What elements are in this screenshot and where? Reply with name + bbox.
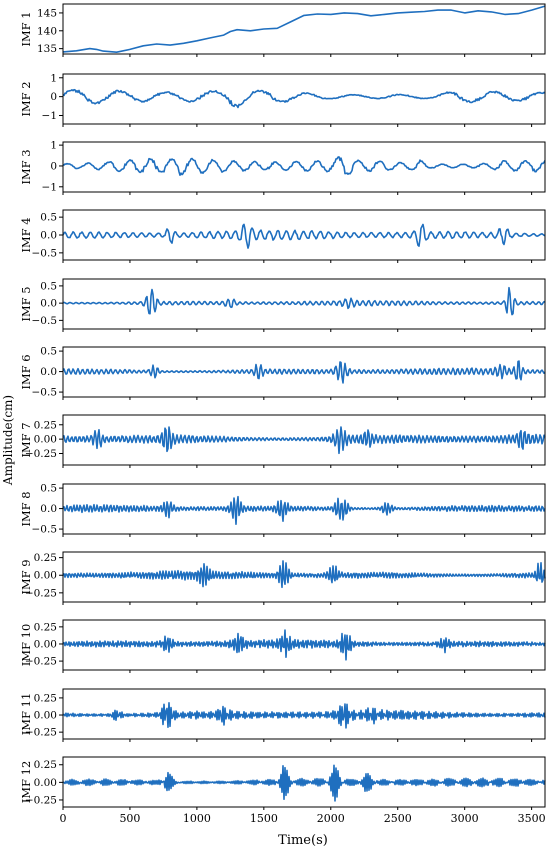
y-tick-label: 0.25 xyxy=(34,419,57,431)
panel-label: IMF 3 xyxy=(19,149,33,184)
panel-frame xyxy=(62,414,546,466)
y-tick-label: 0.00 xyxy=(34,638,57,650)
imf-series-1 xyxy=(62,5,546,53)
x-tick-label: 0 xyxy=(60,812,67,825)
y-tick-label: −1 xyxy=(42,110,57,122)
x-tick-label: 2000 xyxy=(317,812,345,825)
x-axis-label: Time(s) xyxy=(278,833,328,848)
x-tick-label: 1500 xyxy=(250,812,278,825)
y-tick-label: −0.5 xyxy=(32,315,58,327)
imf-series-12 xyxy=(63,764,546,802)
panel-label: IMF 6 xyxy=(19,354,33,389)
y-tick-label: 0.0 xyxy=(40,503,57,515)
panel-label: IMF 1 xyxy=(19,11,33,46)
imf-series-4 xyxy=(62,223,546,249)
imf-series-5 xyxy=(62,286,546,316)
y-tick-label: 0 xyxy=(50,91,57,103)
y-tick-label: −0.25 xyxy=(25,727,57,739)
y-tick-label: −0.25 xyxy=(25,587,57,599)
y-tick-label: −0.5 xyxy=(32,387,58,399)
imf-series-10 xyxy=(62,629,546,661)
y-tick-label: 0.5 xyxy=(40,212,57,224)
panel-label: IMF 2 xyxy=(19,81,33,116)
y-tick-label: −0.25 xyxy=(25,794,57,806)
y-tick-label: −0.25 xyxy=(25,448,57,460)
y-tick-label: 0 xyxy=(50,160,57,172)
imf-series-2 xyxy=(62,88,546,109)
panel-frame xyxy=(62,141,546,193)
y-tick-label: 0.0 xyxy=(40,230,57,242)
y-tick-label: −1 xyxy=(42,181,57,193)
y-tick-label: 0.25 xyxy=(34,692,57,704)
y-tick-label: 0.25 xyxy=(34,759,57,771)
panel-frame xyxy=(62,3,546,55)
y-tick-label: 145 xyxy=(37,7,57,19)
panel-label: IMF 7 xyxy=(19,422,33,457)
y-axis-label: Amplitude(cm) xyxy=(1,395,15,486)
imf-series-7 xyxy=(62,426,546,455)
panel-label: IMF 5 xyxy=(19,286,33,321)
y-tick-label: 0.00 xyxy=(34,434,57,446)
panel-label: IMF 4 xyxy=(19,217,33,252)
y-tick-label: 0.5 xyxy=(40,346,57,358)
y-tick-label: 0.0 xyxy=(40,298,57,310)
panel-label: IMF 9 xyxy=(19,559,33,594)
y-tick-label: 1 xyxy=(50,72,57,84)
y-tick-label: 135 xyxy=(37,43,57,55)
panel-frame xyxy=(62,73,546,125)
y-tick-label: 0.25 xyxy=(34,552,57,564)
panel-frame xyxy=(62,278,546,330)
imf-series-6 xyxy=(62,360,546,384)
panel-frame xyxy=(62,619,546,671)
y-tick-label: −0.25 xyxy=(25,656,57,668)
panel-frame xyxy=(62,551,546,603)
panel-label: IMF 10 xyxy=(19,624,33,667)
y-tick-label: 0.00 xyxy=(34,777,57,789)
imf-series-11 xyxy=(62,702,546,729)
imf-panel-2: 1 0 −1 IMF 2 xyxy=(19,72,546,127)
panel-label: IMF 11 xyxy=(19,693,33,736)
y-tick-label: −0.5 xyxy=(32,247,58,259)
panel-label: IMF 8 xyxy=(19,491,33,526)
y-tick-label: 0.00 xyxy=(34,710,57,722)
x-tick-label: 500 xyxy=(119,812,140,825)
y-tick-label: 140 xyxy=(37,25,57,37)
imf-series-9 xyxy=(62,560,546,589)
y-tick-label: 0.25 xyxy=(34,621,57,633)
y-tick-label: 0.5 xyxy=(40,280,57,292)
imf-series-3 xyxy=(62,156,546,176)
panel-frame xyxy=(62,688,546,740)
imf-panel-1: 135 140 145 IMF 1 xyxy=(19,3,546,57)
x-tick-label: 3000 xyxy=(451,812,479,825)
imf-panel-3: 1 0 −1 IMF 3 xyxy=(19,140,546,195)
x-tick-label: 2500 xyxy=(384,812,412,825)
y-tick-label: 0.0 xyxy=(40,366,57,378)
y-tick-label: 0.5 xyxy=(40,483,57,495)
y-tick-label: 0.00 xyxy=(34,570,57,582)
y-tick-label: −0.5 xyxy=(32,524,58,536)
x-tick-label: 1000 xyxy=(183,812,211,825)
x-tick-label: 3500 xyxy=(518,812,546,825)
panel-label: IMF 12 xyxy=(19,761,33,804)
imf-series-8 xyxy=(62,495,546,525)
y-tick-label: 1 xyxy=(50,140,57,152)
